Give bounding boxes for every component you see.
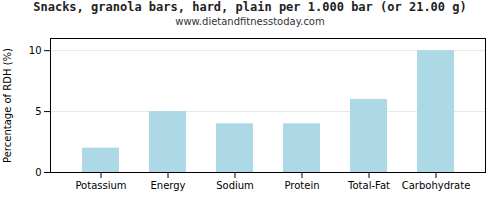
svg-text:5: 5 bbox=[35, 106, 41, 117]
svg-text:Sodium: Sodium bbox=[216, 180, 254, 191]
svg-text:10: 10 bbox=[29, 45, 42, 56]
svg-text:Potassium: Potassium bbox=[75, 180, 126, 191]
svg-text:Energy: Energy bbox=[150, 180, 185, 191]
html-text:www.dietandfitnesstoday.com: www.dietandfitnesstoday.com bbox=[175, 16, 325, 27]
svg-text:0: 0 bbox=[35, 167, 41, 178]
html-text:Snacks, granola bars, hard, pl: Snacks, granola bars, hard, plain per 1.… bbox=[33, 0, 467, 14]
svg-text:Total-Fat: Total-Fat bbox=[347, 180, 390, 191]
svg-text:Protein: Protein bbox=[284, 180, 319, 191]
svg-text:Carbohydrate: Carbohydrate bbox=[402, 180, 471, 191]
svg-text:Percentage of RDH (%): Percentage of RDH (%) bbox=[2, 48, 13, 163]
